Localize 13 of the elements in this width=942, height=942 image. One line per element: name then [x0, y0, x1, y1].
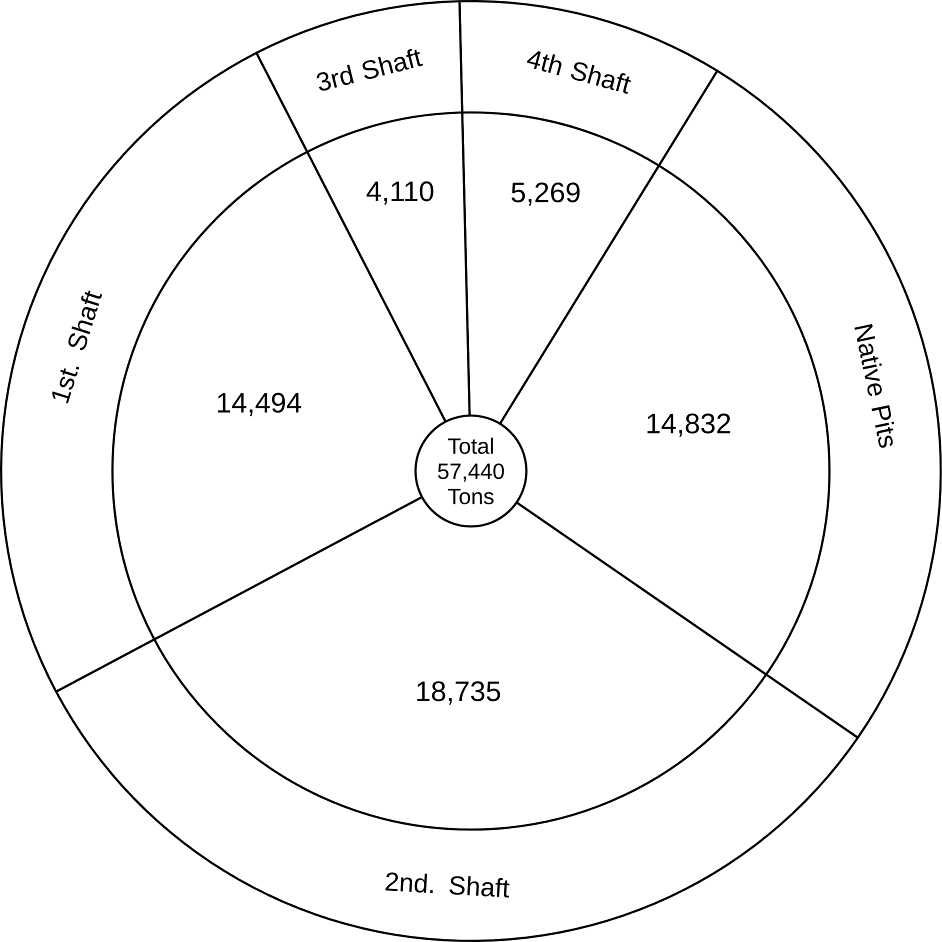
slice-label: 4th Shaft — [526, 51, 631, 94]
text: 57,440 — [438, 463, 504, 482]
data-label: 18,735 — [417, 681, 500, 705]
text: Tons — [448, 488, 494, 504]
slice-label: 1st. Shaft — [52, 290, 102, 404]
data-label: 4,110 — [366, 181, 434, 205]
data-label: 14,832 — [648, 414, 730, 437]
data-label: 14,494 — [218, 392, 302, 416]
text: Total — [448, 438, 493, 454]
data-label: 5,269 — [512, 182, 580, 206]
slice-label: 2nd. Shaft — [386, 872, 510, 898]
slice-label: Native Pits — [854, 324, 894, 448]
slice-label: 3rd Shaft — [316, 48, 424, 91]
